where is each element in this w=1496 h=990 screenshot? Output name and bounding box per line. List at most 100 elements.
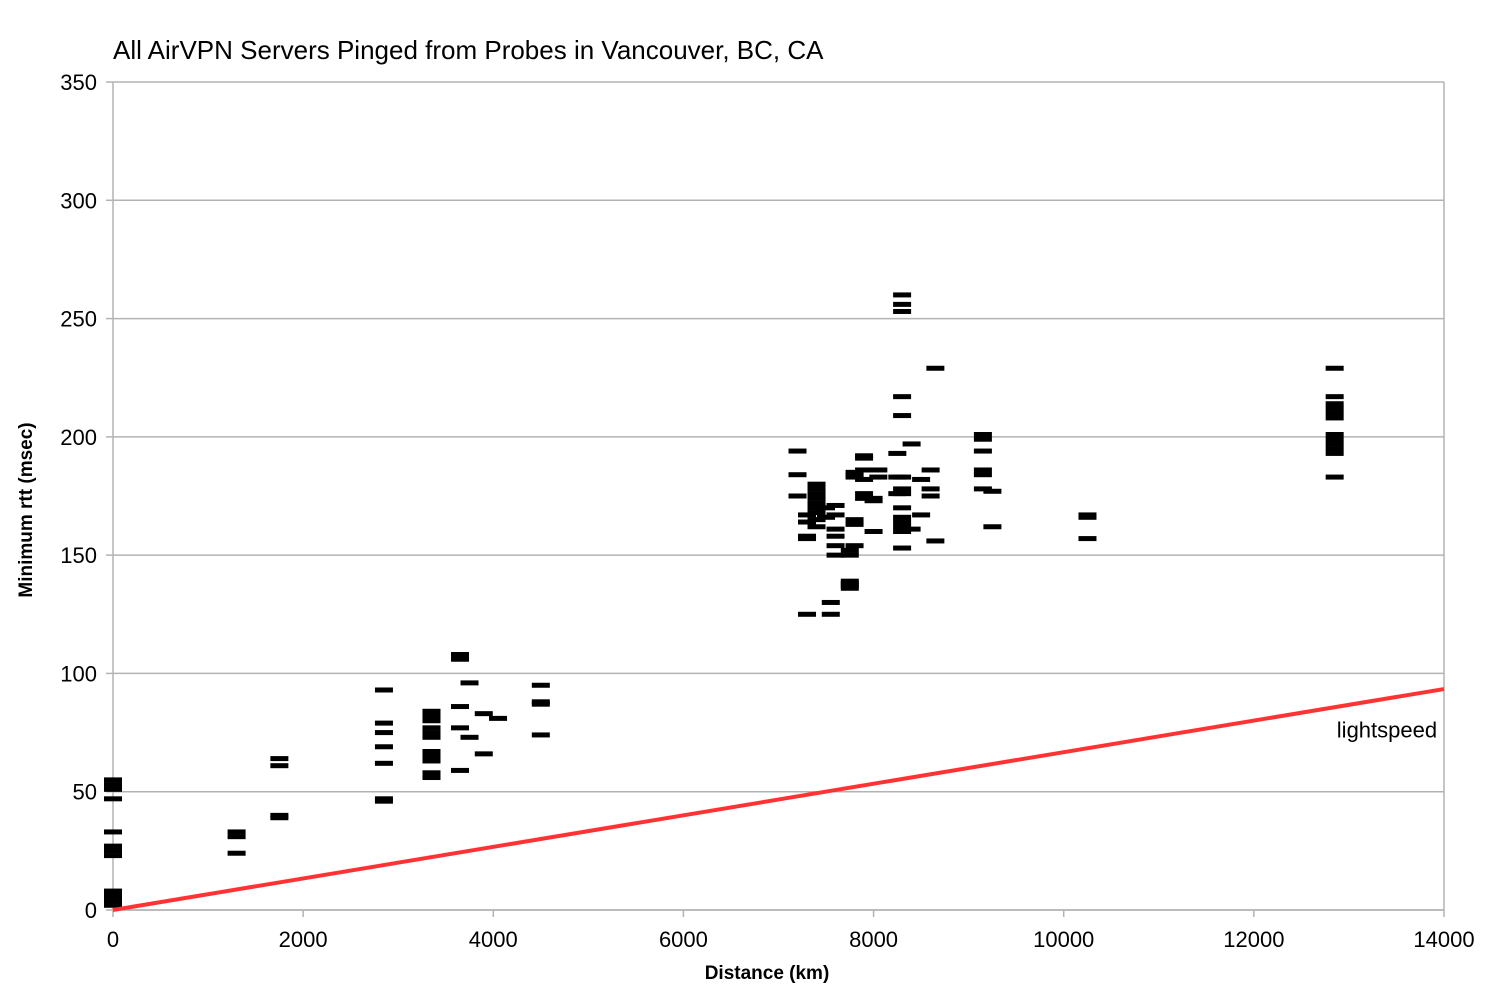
data-point [1078, 536, 1097, 542]
data-point [893, 524, 912, 530]
data-point [973, 486, 992, 492]
data-point [855, 495, 874, 501]
data-point [422, 725, 441, 731]
data-point [104, 786, 122, 792]
data-point [451, 725, 470, 731]
data-point [422, 730, 441, 736]
y-tick-labels: 0 50 100 150 200 250 300 350 [60, 70, 97, 923]
data-point [973, 431, 992, 437]
data-point [826, 512, 845, 518]
data-point [1325, 474, 1344, 480]
data-point [893, 474, 912, 480]
data-point [1325, 365, 1344, 371]
data-point [983, 524, 1002, 530]
data-point [451, 652, 470, 658]
y-tick-label: 150 [60, 543, 97, 568]
data-point [374, 720, 393, 726]
data-point [807, 517, 826, 523]
data-point [902, 441, 921, 447]
data-point [374, 744, 393, 750]
data-point [855, 491, 874, 497]
data-point [270, 812, 289, 818]
data-point [807, 481, 826, 487]
data-point [893, 301, 912, 307]
data-point [422, 748, 441, 754]
data-point [422, 758, 441, 764]
annotations: lightspeed [1337, 717, 1437, 742]
data-point [973, 436, 992, 442]
data-point [422, 713, 441, 719]
data-point [1325, 446, 1344, 452]
data-point [893, 292, 912, 298]
data-point [826, 502, 845, 508]
data-point [845, 543, 864, 549]
data-point [474, 751, 493, 757]
data-point [104, 853, 122, 859]
lightspeed-line [112, 687, 1445, 912]
data-point [374, 730, 393, 736]
data-point [807, 510, 826, 516]
data-point [826, 543, 845, 549]
data-point [422, 718, 441, 724]
data-point [845, 469, 864, 475]
data-point [104, 898, 122, 904]
data-point [460, 680, 479, 686]
y-tick-label: 250 [60, 307, 97, 332]
data-point [422, 708, 441, 714]
data-point [826, 533, 845, 539]
data-point [104, 796, 122, 802]
data-point [973, 467, 992, 473]
data-point [1325, 415, 1344, 421]
data-point [422, 770, 441, 776]
data-point [840, 552, 859, 558]
data-point [893, 486, 912, 492]
y-tick-label: 300 [60, 188, 97, 213]
x-tick-label: 12000 [1223, 927, 1284, 952]
data-point [374, 796, 393, 802]
data-point [422, 775, 441, 781]
data-point [270, 763, 289, 769]
data-point [1325, 450, 1344, 456]
data-point [489, 715, 508, 721]
data-point [817, 514, 836, 520]
data-point [912, 512, 931, 518]
data-point [788, 493, 807, 499]
data-point [798, 611, 817, 617]
data-point [104, 893, 122, 899]
data-point [227, 829, 246, 835]
data-point [474, 711, 493, 717]
data-point [807, 495, 826, 501]
data-point [807, 524, 826, 530]
data-point [869, 467, 888, 473]
data-point [869, 474, 888, 480]
data-point [104, 843, 122, 849]
data-point [864, 528, 883, 534]
data-point [921, 486, 940, 492]
data-point [926, 538, 945, 544]
data-point [807, 500, 826, 506]
data-point [855, 476, 874, 482]
data-point [374, 760, 393, 766]
data-point [451, 767, 470, 773]
data-point [807, 486, 826, 492]
data-point [826, 526, 845, 532]
x-tick-label: 4000 [469, 927, 518, 952]
data-point [1325, 436, 1344, 442]
data-point [855, 453, 874, 459]
y-tick-label: 50 [73, 780, 97, 805]
data-point [893, 394, 912, 400]
data-point [1325, 431, 1344, 437]
axes [106, 81, 1445, 917]
y-tick-label: 200 [60, 425, 97, 450]
data-point [921, 467, 940, 473]
data-point [104, 829, 122, 835]
data-point [888, 450, 907, 456]
data-point [1325, 441, 1344, 447]
data-point [973, 472, 992, 478]
x-tick-label: 14000 [1413, 927, 1474, 952]
data-point [893, 519, 912, 525]
data-point [227, 850, 246, 856]
data-point [921, 493, 940, 499]
data-point [845, 517, 864, 523]
